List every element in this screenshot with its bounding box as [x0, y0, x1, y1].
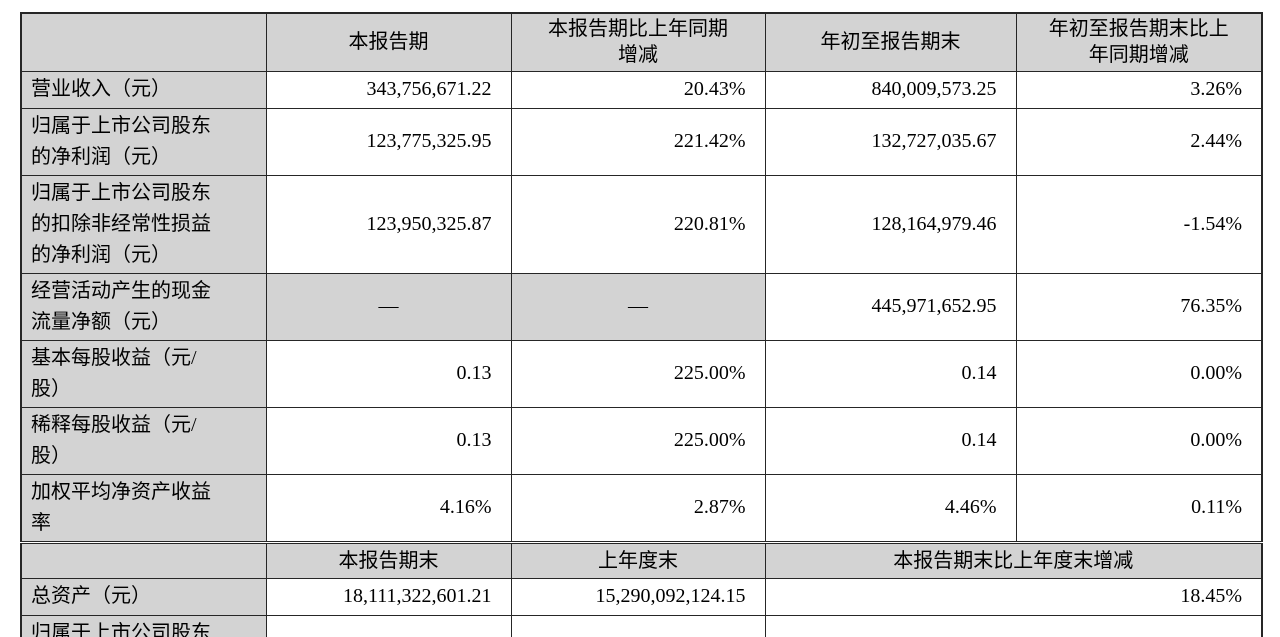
table-row: 总资产（元） 18,111,322,601.21 15,290,092,124.15…: [20, 577, 1263, 616]
value-cell: 132,727,035.67: [764, 107, 1017, 176]
value-cell: 2.44%: [1015, 107, 1263, 176]
value-cell: -1.54%: [1015, 174, 1263, 274]
corner-cell: [20, 12, 267, 72]
row-label-cell: 稀释每股收益（元/ 股）: [20, 406, 267, 475]
value-cell: 225.00%: [510, 339, 766, 408]
value-cell: 0.14: [764, 406, 1017, 475]
not-applicable-cell: —: [265, 272, 512, 341]
value-cell: 128,164,979.46: [764, 174, 1017, 274]
row-label-cell: 营业收入（元）: [20, 70, 267, 109]
section-period-end: 本报告期末 上年度末 本报告期末比上年度末增减 总资产（元） 18,111,322,60…: [20, 540, 1263, 637]
column-header-cell: 本报告期末: [265, 540, 512, 579]
row-label-cell: 归属于上市公司股东 的扣除非经常性损益 的净利润（元）: [20, 174, 267, 274]
value-cell: 220.81%: [510, 174, 766, 274]
table-row: 营业收入（元） 343,756,671.22 20.43% 840,009,573.2…: [20, 70, 1263, 109]
value-cell: 123,950,325.87: [265, 174, 512, 274]
value-cell: 343,756,671.22: [265, 70, 512, 109]
table-row: 归属于上市公司股东 的所有者权益（元）3,035,245,546.152,910…: [20, 614, 1263, 637]
row-label-cell: 总资产（元）: [20, 577, 267, 616]
row-label-cell: 基本每股收益（元/ 股）: [20, 339, 267, 408]
table-row: 经营活动产生的现金 流量净额（元） — —445,971,652.95 76.35%: [20, 272, 1263, 341]
value-cell: 4.16%: [265, 473, 512, 543]
row-label-cell: 归属于上市公司股东 的净利润（元）: [20, 107, 267, 176]
column-header-cell: 本报告期: [265, 12, 512, 72]
header-row-period: 本报告期 本报告期比上年同期 增减 年初至报告期末 年初至报告期末比上 年同期增减: [20, 12, 1263, 72]
row-label-cell: 加权平均净资产收益 率: [20, 473, 267, 543]
value-cell: 0.00%: [1015, 406, 1263, 475]
value-cell: 221.42%: [510, 107, 766, 176]
corner-cell: [20, 540, 267, 579]
value-cell: 0.13: [265, 339, 512, 408]
column-header-cell: 上年度末: [510, 540, 766, 579]
column-header-cell: 本报告期末比上年度末增减: [764, 540, 1263, 579]
header-row-period-end: 本报告期末 上年度末 本报告期末比上年度末增减: [20, 540, 1263, 579]
value-cell: 3.26%: [1015, 70, 1263, 109]
row-label-cell: 归属于上市公司股东 的所有者权益（元）: [20, 614, 267, 637]
table-row: 归属于上市公司股东 的扣除非经常性损益 的净利润（元） 123,950,325.8…: [20, 174, 1263, 274]
table-row: 基本每股收益（元/ 股） 0.13 225.00% 0.14 0.00%: [20, 339, 1263, 408]
value-cell: 20.43%: [510, 70, 766, 109]
table-row: 加权平均净资产收益 率 4.16% 2.87% 4.46% 0.11%: [20, 473, 1263, 543]
column-header-cell: 年初至报告期末比上 年同期增减: [1015, 12, 1263, 72]
row-label-cell: 经营活动产生的现金 流量净额（元）: [20, 272, 267, 341]
value-cell: 4.46%: [764, 473, 1017, 543]
value-cell: 840,009,573.25: [764, 70, 1017, 109]
value-cell: 76.35%: [1015, 272, 1263, 341]
value-cell: 0.00%: [1015, 339, 1263, 408]
section-current-period: 本报告期 本报告期比上年同期 增减 年初至报告期末 年初至报告期末比上 年同期增减 营业…: [20, 12, 1263, 543]
value-cell: 2.87%: [510, 473, 766, 543]
table-row: 归属于上市公司股东 的净利润（元） 123,775,325.95 221.42% 13…: [20, 107, 1263, 176]
value-cell: 18,111,322,601.21: [265, 577, 512, 616]
value-cell: 225.00%: [510, 406, 766, 475]
value-cell: 445,971,652.95: [764, 272, 1017, 341]
table-row: 稀释每股收益（元/ 股） 0.13 225.00% 0.14 0.00%: [20, 406, 1263, 475]
column-header-cell: 年初至报告期末: [764, 12, 1017, 72]
column-header-cell: 本报告期比上年同期 增减: [510, 12, 766, 72]
value-cell: 2,910,877,611.01: [510, 614, 766, 637]
not-applicable-cell: —: [510, 272, 766, 341]
value-cell: 3,035,245,546.15: [265, 614, 512, 637]
value-cell: 0.13: [265, 406, 512, 475]
value-cell: 15,290,092,124.15: [510, 577, 766, 616]
value-cell: 4.27%: [764, 614, 1263, 637]
value-cell: 0.14: [764, 339, 1017, 408]
value-cell: 18.45%: [764, 577, 1263, 616]
value-cell: 123,775,325.95: [265, 107, 512, 176]
value-cell: 0.11%: [1015, 473, 1263, 543]
financial-summary-table: 本报告期 本报告期比上年同期 增减 年初至报告期末 年初至报告期末比上 年同期增减 营业…: [20, 12, 1263, 637]
